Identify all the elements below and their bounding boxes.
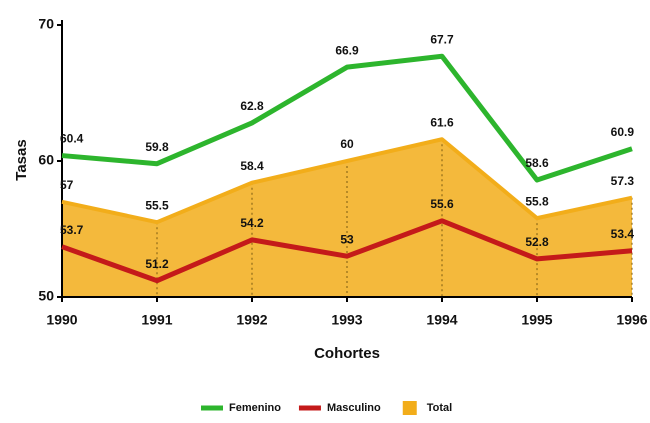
legend-swatch	[402, 401, 417, 415]
line	[61, 218, 633, 284]
x-tick-label: 1990	[46, 312, 77, 328]
x-tick-label: 1993	[331, 312, 362, 328]
data-label: 60	[340, 137, 354, 151]
data-label: 61.6	[430, 115, 454, 129]
data-label: 67.7	[430, 32, 454, 46]
data-label: 60.9	[611, 125, 635, 139]
data-label: 52.8	[525, 235, 549, 249]
legend-label: Femenino	[229, 402, 281, 414]
data-label: 60.4	[60, 132, 84, 146]
y-tick-label: 50	[38, 288, 54, 304]
data-label: 51.2	[145, 257, 169, 271]
data-label: 57.3	[611, 174, 635, 188]
y-tick-label: 60	[38, 152, 54, 168]
y-tick-label: 70	[38, 16, 54, 32]
legend-label: Total	[427, 402, 452, 414]
x-tick-label: 1991	[141, 312, 172, 328]
data-label: 57	[60, 178, 74, 192]
data-label: 55.6	[430, 197, 454, 211]
data-label: 53.4	[611, 227, 635, 241]
x-tick-label: 1992	[236, 312, 267, 328]
x-tick-label: 1996	[616, 312, 647, 328]
data-label: 58.4	[240, 159, 264, 173]
data-label: 53	[340, 232, 354, 246]
data-label: 59.8	[145, 140, 169, 154]
data-label: 55.5	[145, 198, 169, 212]
data-label: 55.8	[525, 194, 549, 208]
line	[61, 137, 633, 225]
data-label: 58.6	[525, 156, 549, 170]
legend-label: Masculino	[327, 402, 381, 414]
data-label: 54.2	[240, 216, 264, 230]
x-tick-label: 1994	[426, 312, 457, 328]
data-label: 66.9	[335, 43, 359, 57]
line	[61, 53, 633, 183]
data-label: 62.8	[240, 99, 264, 113]
data-label: 53.7	[60, 223, 84, 237]
x-tick-label: 1995	[521, 312, 552, 328]
x-axis-title: Cohortes	[314, 345, 380, 362]
y-axis-title: Tasas	[13, 139, 30, 180]
